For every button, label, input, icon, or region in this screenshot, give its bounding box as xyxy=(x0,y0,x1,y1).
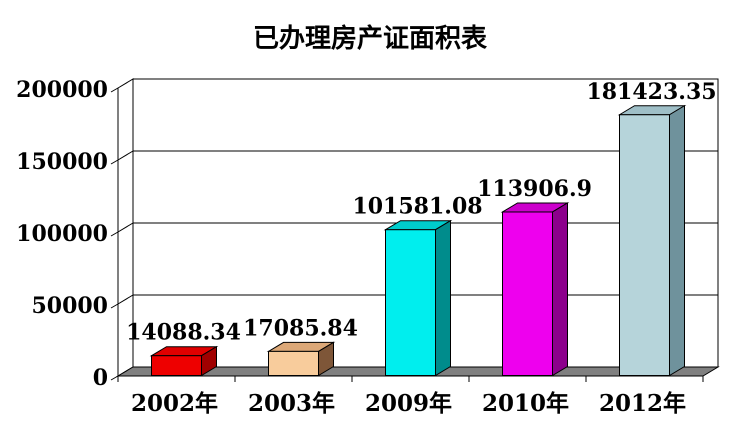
y-axis-label-150000: 150000 xyxy=(16,149,108,175)
category-label-2009年: 2009年 xyxy=(365,390,452,417)
value-label-2002年: 14088.34 xyxy=(126,320,241,346)
category-label-2010年: 2010年 xyxy=(482,390,569,417)
y-axis-tick-200000 xyxy=(110,87,119,93)
value-label-2003年: 17085.84 xyxy=(243,315,358,341)
category-label-2003年: 2003年 xyxy=(248,390,335,417)
y-axis-tick-0 xyxy=(110,375,119,381)
value-label-2012年: 181423.35 xyxy=(586,79,716,105)
bar-2009年 xyxy=(385,229,436,376)
y-axis-label-100000: 100000 xyxy=(16,221,108,247)
bar-side-2010年 xyxy=(552,202,568,377)
bar-side-2009年 xyxy=(435,219,451,377)
value-label-2010年: 113906.9 xyxy=(477,176,592,202)
bar-side-2012年 xyxy=(669,104,685,377)
bar-2003年 xyxy=(268,350,319,377)
y-axis-label-200000: 200000 xyxy=(16,77,108,103)
y-axis-label-0: 0 xyxy=(93,365,108,391)
gridline-wall-100000 xyxy=(117,222,134,233)
y-axis-tick-150000 xyxy=(110,159,119,165)
gridline-wall-150000 xyxy=(117,150,134,161)
bar-2010年 xyxy=(502,211,553,376)
bar-2002年 xyxy=(151,355,202,377)
y-axis-tick-50000 xyxy=(110,303,119,309)
bar-2012年 xyxy=(619,114,670,377)
value-label-2009年: 101581.08 xyxy=(352,194,482,220)
gridline-wall-50000 xyxy=(117,294,134,305)
y-axis-label-50000: 50000 xyxy=(31,293,108,319)
category-label-2012年: 2012年 xyxy=(599,390,686,417)
chart-title: 已办理房产证面积表 xyxy=(253,24,488,54)
category-label-2002年: 2002年 xyxy=(131,390,218,417)
y-axis-tick-100000 xyxy=(110,231,119,237)
